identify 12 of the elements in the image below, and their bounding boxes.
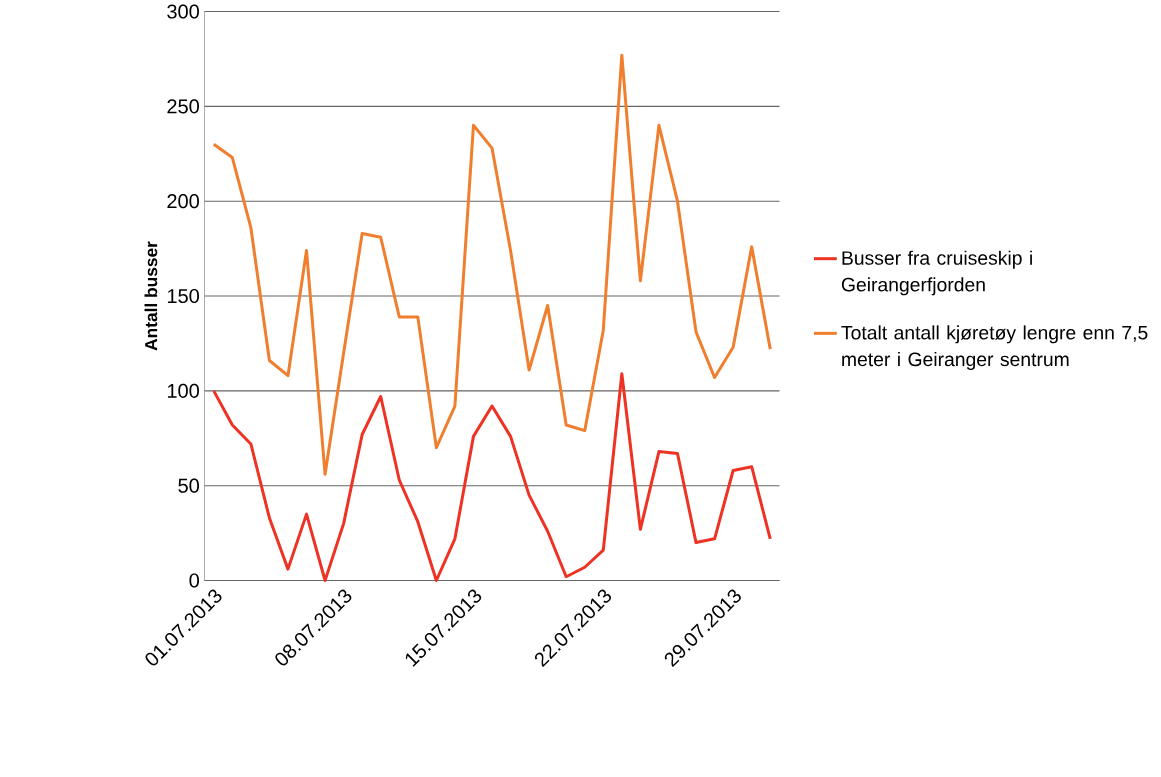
y-axis-title: Antall busser [144, 241, 158, 351]
y-tick-label: 250 [167, 99, 199, 114]
y-tick-label: 300 [167, 4, 199, 19]
legend-label: Totalt antall kjøretøy lengre enn 7,5 meter i Geiranger sentrum [841, 325, 1148, 371]
y-tick-label: 150 [167, 289, 199, 304]
line-series [212, 53, 772, 476]
line-series [212, 372, 772, 583]
legend-label: Busser fra cruiseskip i Geirangerfjorden [841, 250, 1032, 296]
y-tick-label: 0 [189, 573, 199, 588]
y-tick-label: 200 [167, 194, 199, 209]
y-tick-label: 50 [178, 478, 199, 493]
y-tick-label: 100 [167, 383, 199, 399]
